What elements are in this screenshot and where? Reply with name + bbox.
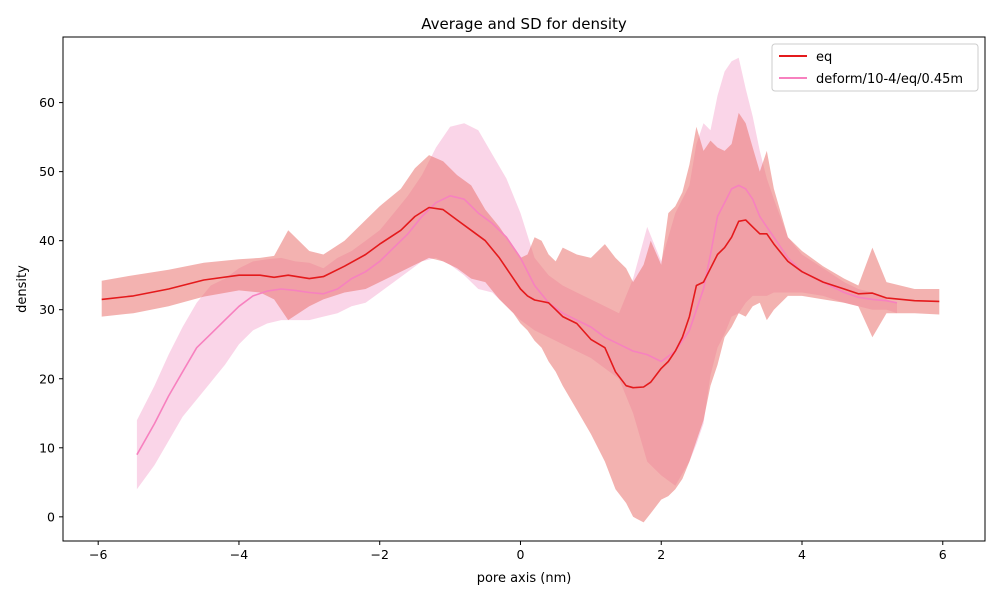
y-tick-label: 60 — [39, 95, 55, 110]
y-tick-label: 40 — [39, 233, 55, 248]
y-tick-label: 50 — [39, 164, 55, 179]
legend-box — [771, 43, 979, 92]
chart-title: Average and SD for density — [421, 15, 627, 33]
plot-frame — [62, 36, 986, 542]
sd-band-series-0 — [101, 112, 940, 523]
y-tick-label: 10 — [39, 440, 55, 455]
x-tick-label: 6 — [939, 547, 947, 562]
line-series-1 — [136, 184, 898, 456]
line-series-0 — [101, 206, 940, 389]
y-tick-label: 30 — [39, 302, 55, 317]
legend-label-deform: deform/10-4/eq/0.45m — [816, 72, 963, 87]
x-tick-label: −6 — [89, 547, 107, 562]
legend-label-eq: eq — [816, 50, 832, 65]
x-axis-label: pore axis (nm) — [477, 571, 572, 586]
series-lines — [101, 184, 940, 456]
y-tick-label: 20 — [39, 371, 55, 386]
x-tick-label: −2 — [370, 547, 388, 562]
legend: eq deform/10-4/eq/0.45m — [771, 43, 979, 92]
x-tick-label: 2 — [657, 547, 665, 562]
y-tick-label: 0 — [47, 509, 55, 524]
y-axis-label: density — [15, 265, 30, 313]
y-axis: 0 10 20 30 40 50 60 — [39, 95, 63, 524]
x-tick-label: 0 — [517, 547, 525, 562]
x-tick-label: −4 — [230, 547, 248, 562]
x-axis: −6 −4 −2 0 2 4 6 — [89, 541, 947, 562]
sd-bands — [101, 57, 940, 523]
x-tick-label: 4 — [798, 547, 806, 562]
